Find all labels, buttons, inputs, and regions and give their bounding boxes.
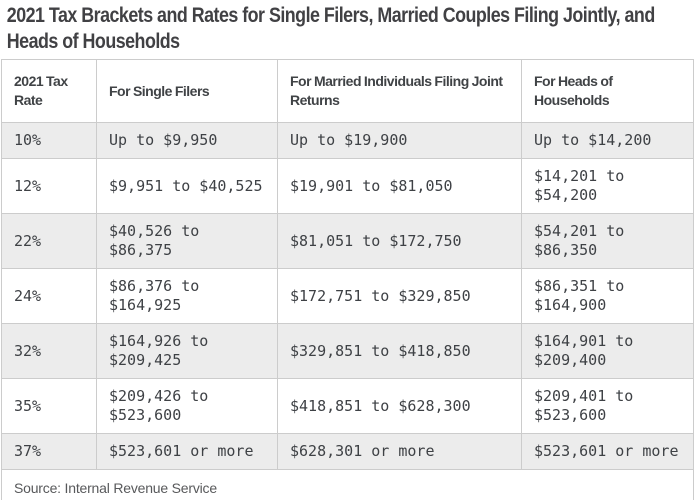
tax-brackets-table: 2021 Tax Rate For Single Filers For Marr…	[1, 59, 694, 500]
heads-households-cell: $523,601 or more	[521, 433, 694, 470]
single-filers-cell: $209,426 to $523,600	[96, 378, 278, 434]
married-joint-cell: $19,901 to $81,050	[277, 158, 522, 214]
married-joint-cell: $418,851 to $628,300	[277, 378, 522, 434]
rate-cell: 24%	[1, 268, 97, 324]
heads-households-cell: $14,201 to $54,200	[521, 158, 694, 214]
page-title: 2021 Tax Brackets and Rates for Single F…	[6, 4, 655, 53]
single-filers-cell: $164,926 to $209,425	[96, 323, 278, 379]
heads-households-cell: Up to $14,200	[521, 122, 694, 159]
single-filers-cell: $40,526 to $86,375	[96, 213, 278, 269]
header-married-joint: For Married Individuals Filing Joint Ret…	[277, 59, 522, 123]
heads-households-cell: $209,401 to $523,600	[521, 378, 694, 434]
single-filers-cell: Up to $9,950	[96, 122, 278, 159]
source-row: Source: Internal Revenue Service	[1, 469, 694, 500]
married-joint-cell: $628,301 or more	[277, 433, 522, 470]
table-row: 35% $209,426 to $523,600 $418,851 to $62…	[1, 378, 694, 434]
heads-households-cell: $164,901 to $209,400	[521, 323, 694, 379]
married-joint-cell: $172,751 to $329,850	[277, 268, 522, 324]
single-filers-cell: $86,376 to $164,925	[96, 268, 278, 324]
heads-households-cell: $54,201 to $86,350	[521, 213, 694, 269]
header-heads-of-households: For Heads of Households	[521, 59, 694, 123]
table-row: 12% $9,951 to $40,525 $19,901 to $81,050…	[1, 158, 694, 214]
married-joint-cell: $81,051 to $172,750	[277, 213, 522, 269]
rate-cell: 12%	[1, 158, 97, 214]
table-row: 32% $164,926 to $209,425 $329,851 to $41…	[1, 323, 694, 379]
source-note: Source: Internal Revenue Service	[1, 469, 694, 500]
married-joint-cell: Up to $19,900	[277, 122, 522, 159]
heads-households-cell: $86,351 to $164,900	[521, 268, 694, 324]
single-filers-cell: $9,951 to $40,525	[96, 158, 278, 214]
table-row: 24% $86,376 to $164,925 $172,751 to $329…	[1, 268, 694, 324]
rate-cell: 37%	[1, 433, 97, 470]
header-tax-rate: 2021 Tax Rate	[1, 59, 97, 123]
table-row: 10% Up to $9,950 Up to $19,900 Up to $14…	[1, 122, 694, 159]
single-filers-cell: $523,601 or more	[96, 433, 278, 470]
rate-cell: 22%	[1, 213, 97, 269]
table-header-row: 2021 Tax Rate For Single Filers For Marr…	[1, 59, 694, 123]
rate-cell: 32%	[1, 323, 97, 379]
married-joint-cell: $329,851 to $418,850	[277, 323, 522, 379]
rate-cell: 35%	[1, 378, 97, 434]
rate-cell: 10%	[1, 122, 97, 159]
header-single-filers: For Single Filers	[96, 59, 278, 123]
table-row: 37% $523,601 or more $628,301 or more $5…	[1, 433, 694, 470]
table-row: 22% $40,526 to $86,375 $81,051 to $172,7…	[1, 213, 694, 269]
